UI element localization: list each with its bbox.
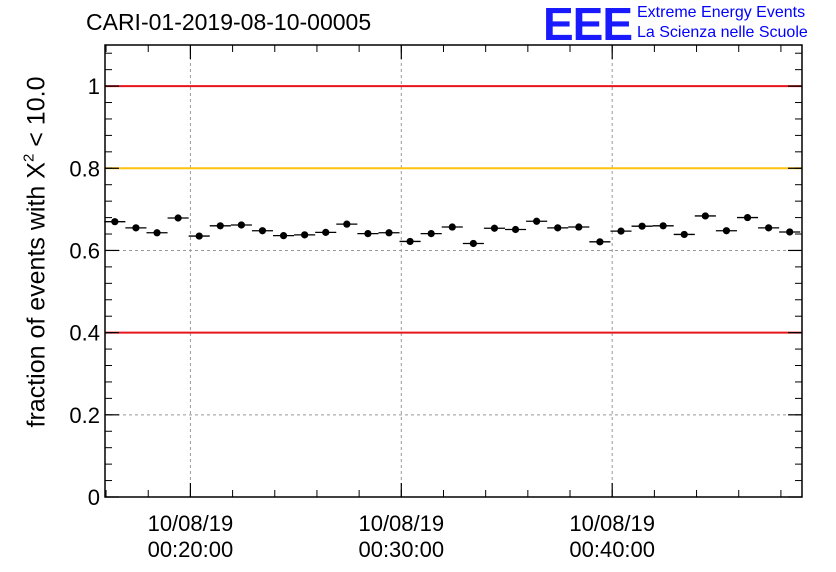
- data-point: [659, 222, 667, 230]
- chart-title: CARI-01-2019-08-10-00005: [86, 9, 372, 35]
- x-tick-time: 00:30:00: [358, 537, 444, 562]
- axis-ticks: [105, 45, 802, 498]
- data-point: [638, 222, 646, 230]
- data-point: [680, 230, 688, 239]
- data-point: [448, 223, 456, 231]
- data-point: [427, 230, 435, 238]
- data-point: [533, 217, 541, 225]
- data-point: [258, 227, 267, 235]
- data-point: [765, 224, 773, 232]
- x-tick-date: 10/08/19: [569, 511, 655, 536]
- eee-logo: EEE: [543, 0, 633, 50]
- data-point: [237, 221, 245, 229]
- data-point: [786, 228, 794, 236]
- logo-caption: Extreme Energy Events La Scienza nelle S…: [637, 3, 808, 43]
- data-point: [701, 212, 709, 220]
- y-label-sup: 2: [20, 153, 38, 163]
- y-tick-label: 1: [88, 74, 100, 99]
- logo-line-2: La Scienza nelle Scuole: [637, 24, 808, 41]
- data-point: [406, 237, 414, 246]
- y-tick-label: 0.2: [69, 403, 100, 428]
- data-point: [722, 227, 731, 235]
- x-tick-time: 00:20:00: [148, 537, 234, 562]
- data-point: [490, 224, 499, 232]
- reference-lines: [105, 85, 802, 334]
- data-point: [343, 220, 351, 228]
- y-axis-label: fraction of events with X2 < 10.0: [21, 77, 52, 428]
- data-point: [111, 218, 119, 226]
- y-tick-labels: 0 0.2 0.4 0.6 0.8 1: [69, 74, 100, 510]
- data-point: [554, 224, 562, 232]
- x-tick-time: 00:40:00: [569, 537, 655, 562]
- data-point: [596, 238, 604, 246]
- data-point: [322, 228, 330, 236]
- x-tick-date: 10/08/19: [148, 511, 234, 536]
- data-point: [174, 214, 182, 222]
- data-point: [617, 227, 625, 235]
- data-point: [385, 229, 393, 237]
- data-point: [132, 224, 140, 232]
- data-point: [511, 225, 520, 234]
- y-label-prefix: fraction of events with: [22, 185, 51, 428]
- data-point: [153, 229, 161, 237]
- plot-frame: [104, 44, 803, 498]
- y-tick-label: 0.4: [69, 321, 100, 346]
- x-tick-date: 10/08/19: [358, 511, 444, 536]
- data-point: [469, 239, 477, 248]
- data-point: [216, 222, 224, 230]
- y-tick-label: 0.8: [69, 156, 100, 181]
- data-point: [743, 213, 752, 222]
- logo-line-1: Extreme Energy Events: [637, 4, 806, 21]
- y-tick-label: 0: [88, 485, 100, 510]
- data-points: [104, 212, 801, 248]
- y-label-symbol: X: [22, 162, 51, 179]
- data-point: [364, 230, 372, 238]
- data-point: [301, 231, 309, 239]
- x-tick-labels: 10/08/1900:20:0010/08/1900:30:0010/08/19…: [148, 511, 655, 562]
- data-point: [195, 232, 203, 240]
- data-point: [575, 223, 583, 231]
- data-point: [279, 232, 288, 240]
- y-label-suffix: < 10.0: [22, 76, 51, 147]
- y-tick-label: 0.6: [69, 238, 100, 263]
- grid-lines: [105, 45, 802, 497]
